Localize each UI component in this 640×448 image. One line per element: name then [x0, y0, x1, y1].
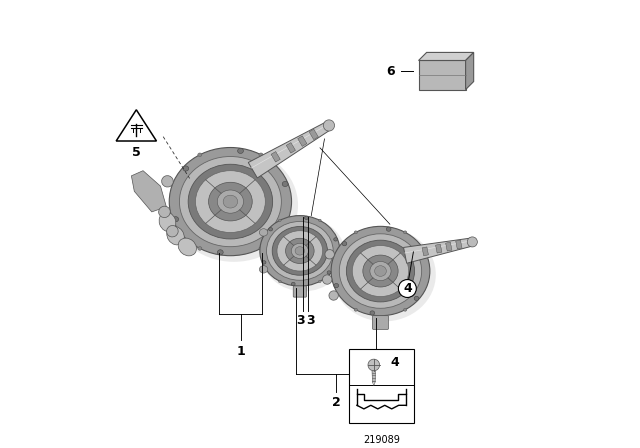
Ellipse shape — [259, 153, 263, 156]
Ellipse shape — [333, 238, 337, 241]
Ellipse shape — [295, 247, 305, 255]
Ellipse shape — [170, 148, 298, 262]
Ellipse shape — [266, 221, 333, 280]
Ellipse shape — [159, 212, 176, 232]
Ellipse shape — [323, 275, 332, 284]
Polygon shape — [445, 242, 452, 251]
Ellipse shape — [319, 219, 321, 221]
Ellipse shape — [167, 226, 184, 245]
Ellipse shape — [218, 190, 243, 213]
Ellipse shape — [169, 147, 292, 256]
Ellipse shape — [331, 226, 430, 316]
Text: 5: 5 — [132, 146, 141, 159]
Ellipse shape — [183, 166, 189, 171]
Ellipse shape — [209, 182, 252, 221]
Ellipse shape — [319, 280, 321, 283]
Polygon shape — [286, 142, 296, 153]
FancyBboxPatch shape — [349, 349, 414, 423]
Text: 3: 3 — [306, 314, 315, 327]
Ellipse shape — [178, 238, 196, 256]
Ellipse shape — [173, 217, 179, 222]
Text: 219089: 219089 — [363, 435, 400, 444]
Ellipse shape — [259, 229, 268, 236]
Text: 6: 6 — [387, 65, 396, 78]
Ellipse shape — [325, 250, 334, 259]
Ellipse shape — [334, 284, 339, 288]
Ellipse shape — [374, 266, 387, 276]
Text: 2: 2 — [332, 396, 340, 409]
Polygon shape — [248, 121, 332, 178]
Ellipse shape — [352, 246, 409, 297]
Ellipse shape — [363, 255, 398, 287]
Polygon shape — [466, 52, 474, 90]
Ellipse shape — [198, 247, 202, 250]
Text: 3: 3 — [296, 314, 305, 327]
Ellipse shape — [422, 254, 427, 258]
Ellipse shape — [269, 228, 273, 231]
Ellipse shape — [285, 238, 314, 263]
Ellipse shape — [291, 282, 295, 286]
Ellipse shape — [188, 164, 273, 239]
Ellipse shape — [218, 250, 223, 255]
Polygon shape — [372, 371, 376, 382]
FancyBboxPatch shape — [419, 60, 466, 90]
Ellipse shape — [282, 181, 288, 186]
Ellipse shape — [305, 216, 308, 220]
Ellipse shape — [162, 176, 173, 187]
Ellipse shape — [414, 296, 419, 301]
Ellipse shape — [323, 120, 335, 131]
Ellipse shape — [259, 266, 268, 273]
Polygon shape — [422, 247, 428, 256]
Polygon shape — [116, 110, 157, 141]
Polygon shape — [298, 136, 307, 146]
Ellipse shape — [195, 171, 266, 233]
Ellipse shape — [404, 231, 407, 234]
Text: 4: 4 — [390, 356, 399, 369]
Polygon shape — [131, 171, 166, 212]
Ellipse shape — [346, 240, 415, 302]
Ellipse shape — [387, 227, 391, 231]
Polygon shape — [456, 240, 462, 249]
Ellipse shape — [262, 218, 346, 292]
Ellipse shape — [370, 262, 391, 280]
Ellipse shape — [329, 291, 339, 300]
FancyBboxPatch shape — [293, 286, 307, 297]
Circle shape — [398, 280, 416, 297]
FancyBboxPatch shape — [372, 316, 388, 329]
Ellipse shape — [262, 261, 266, 264]
Ellipse shape — [339, 234, 422, 308]
Polygon shape — [436, 244, 442, 253]
Ellipse shape — [291, 243, 308, 258]
Ellipse shape — [237, 148, 243, 153]
Polygon shape — [271, 151, 280, 162]
Ellipse shape — [370, 311, 374, 315]
Ellipse shape — [179, 156, 282, 247]
Ellipse shape — [278, 219, 281, 221]
Ellipse shape — [272, 232, 278, 237]
Ellipse shape — [327, 271, 331, 274]
Ellipse shape — [198, 153, 202, 156]
Ellipse shape — [404, 308, 407, 311]
Polygon shape — [404, 238, 473, 263]
Ellipse shape — [467, 237, 477, 247]
Ellipse shape — [332, 228, 436, 322]
Ellipse shape — [223, 195, 237, 208]
Polygon shape — [309, 129, 318, 140]
Ellipse shape — [159, 206, 170, 218]
Ellipse shape — [342, 241, 347, 246]
Ellipse shape — [354, 231, 357, 234]
Circle shape — [368, 359, 380, 371]
Ellipse shape — [277, 231, 323, 271]
Ellipse shape — [354, 308, 357, 311]
Ellipse shape — [166, 225, 178, 237]
Ellipse shape — [272, 227, 328, 275]
Ellipse shape — [259, 247, 263, 250]
Ellipse shape — [260, 215, 340, 286]
Polygon shape — [419, 52, 474, 60]
Ellipse shape — [278, 280, 281, 283]
Text: 1: 1 — [236, 345, 245, 358]
Text: 4: 4 — [403, 282, 412, 295]
